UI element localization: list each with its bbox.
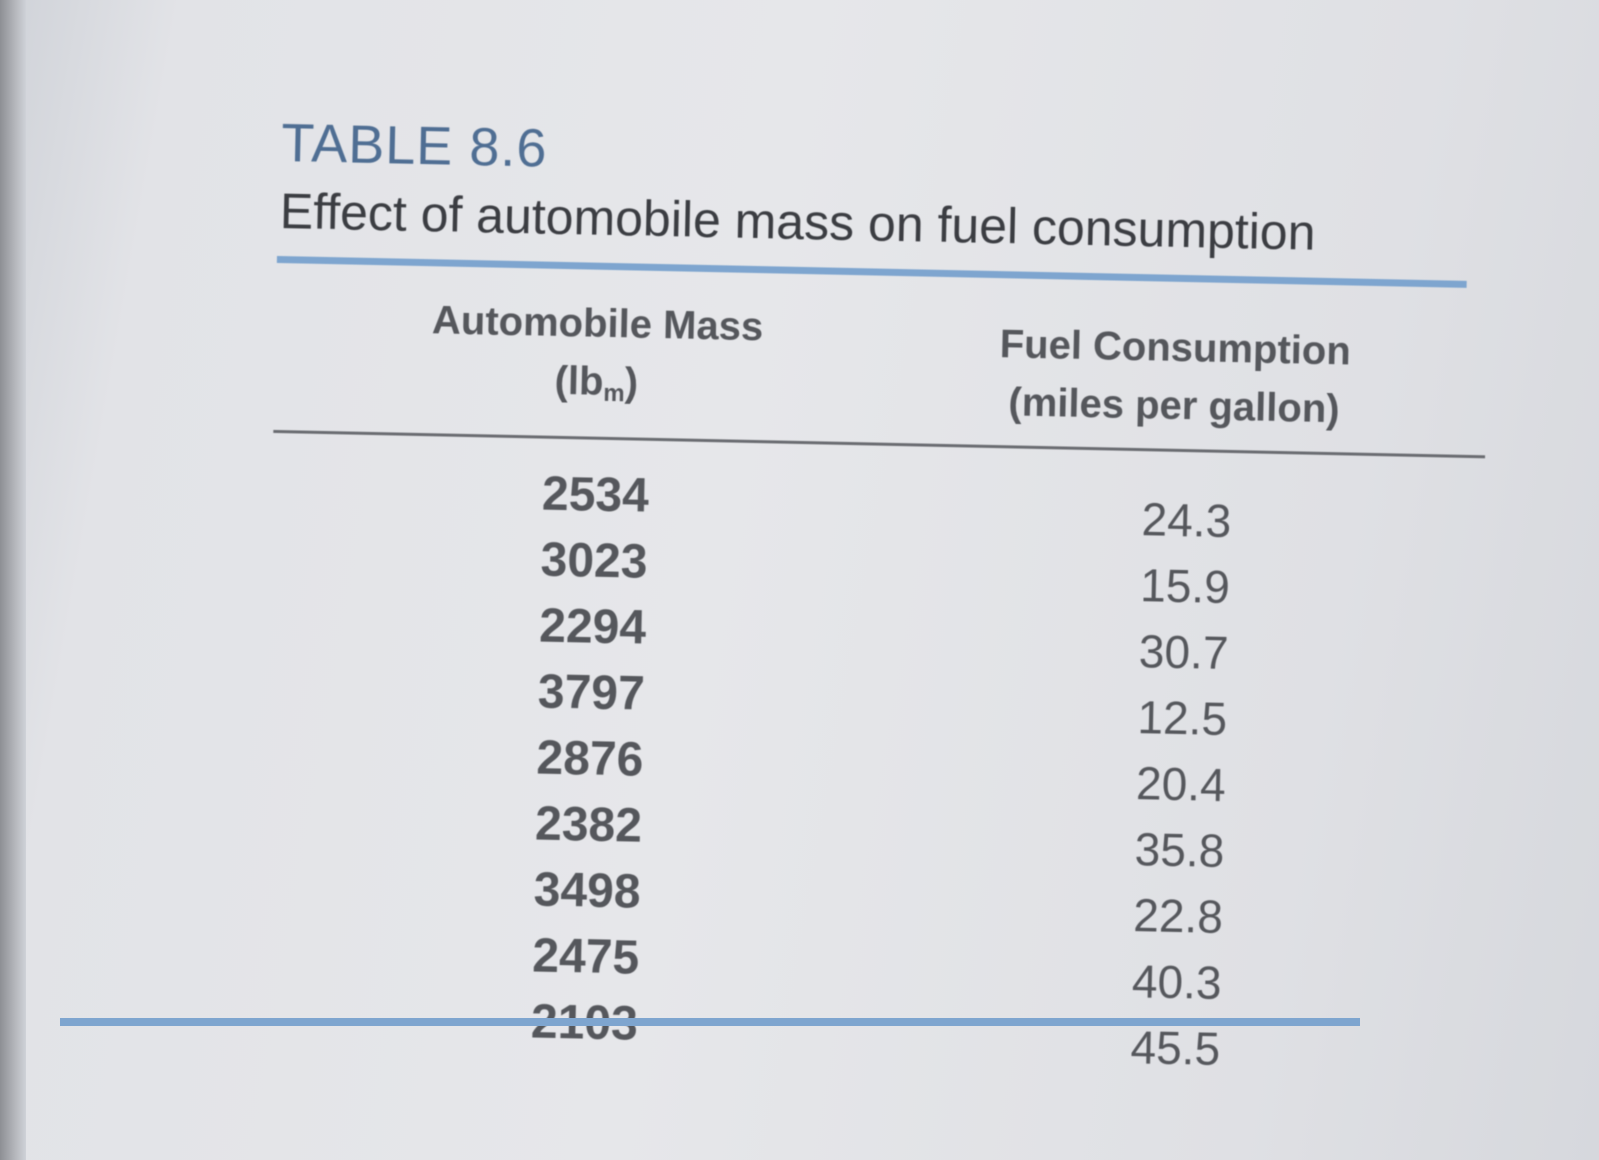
mass-cell: 3023 xyxy=(540,533,648,589)
column-header-mass-unit: (lbm) xyxy=(386,348,807,427)
table-number: TABLE 8.6 xyxy=(280,113,549,179)
mass-cell: 2876 xyxy=(535,731,644,787)
column-header-fuel: Fuel Consumption (miles per gallon) xyxy=(963,314,1385,439)
mass-unit-prefix: (lb xyxy=(554,358,604,404)
table-body: 2534 24.3 3023 15.9 2294 30.7 3797 12.5 2876 20.4… xyxy=(260,456,1484,1075)
mass-cell: 2294 xyxy=(538,599,647,655)
table-caption: Effect of automobile mass on fuel consum… xyxy=(279,183,1317,261)
mass-cell: 3498 xyxy=(533,863,642,919)
column-header-mass: Automobile Mass (lbm) xyxy=(386,290,809,427)
mass-unit-suffix: ) xyxy=(624,360,639,405)
mass-cell: 2382 xyxy=(534,797,643,853)
mass-unit-subscript: m xyxy=(602,379,625,408)
mass-cell: 2534 xyxy=(541,467,650,523)
page-gutter xyxy=(0,0,26,1160)
mass-cell: 2475 xyxy=(531,929,640,985)
column-header-fuel-name: Fuel Consumption xyxy=(999,322,1352,374)
column-header-fuel-unit: (miles per gallon) xyxy=(1008,380,1341,432)
table-block: TABLE 8.6 Effect of automobile mass on f… xyxy=(258,112,1500,1160)
mass-cell: 3797 xyxy=(537,665,646,721)
table-bottom-rule xyxy=(60,1018,1360,1026)
column-header-mass-name: Automobile Mass xyxy=(431,298,764,350)
